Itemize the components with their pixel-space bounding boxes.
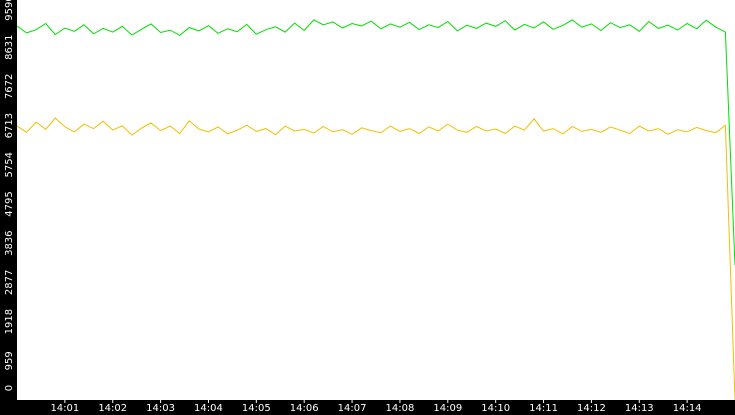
y-tick-label: 1918 [4,309,15,334]
x-tick-label: 14:09 [433,403,462,414]
series-line [16,117,735,401]
x-tick-label: 14:12 [577,403,606,414]
x-tick-label: 14:07 [338,403,367,414]
x-tick-label: 14:06 [290,403,319,414]
y-tick-label: 4795 [4,191,15,216]
x-tick-label: 14:08 [386,403,415,414]
x-tick-label: 14:11 [529,403,558,414]
y-axis-bar [0,0,17,415]
series-line [16,19,735,266]
y-tick-label: 959 [4,351,15,370]
x-tick-label: 14:13 [625,403,654,414]
x-tick-label: 14:14 [673,403,702,414]
y-tick-label: 0 [4,385,15,391]
y-tick-label: 7672 [4,74,15,99]
y-tick-label: 9590 [4,0,15,21]
x-tick-label: 14:02 [98,403,127,414]
x-axis-bar [0,400,735,415]
x-tick-label: 14:05 [242,403,271,414]
x-tick-label: 14:10 [481,403,510,414]
y-tick-label: 2877 [4,270,15,295]
y-tick-label: 8631 [4,34,15,59]
y-tick-label: 6713 [4,113,15,138]
x-tick-label: 14:01 [50,403,79,414]
y-tick-label: 5754 [4,152,15,177]
x-tick-label: 14:04 [194,403,223,414]
y-tick-label: 3836 [4,230,15,255]
x-tick-label: 14:03 [146,403,175,414]
